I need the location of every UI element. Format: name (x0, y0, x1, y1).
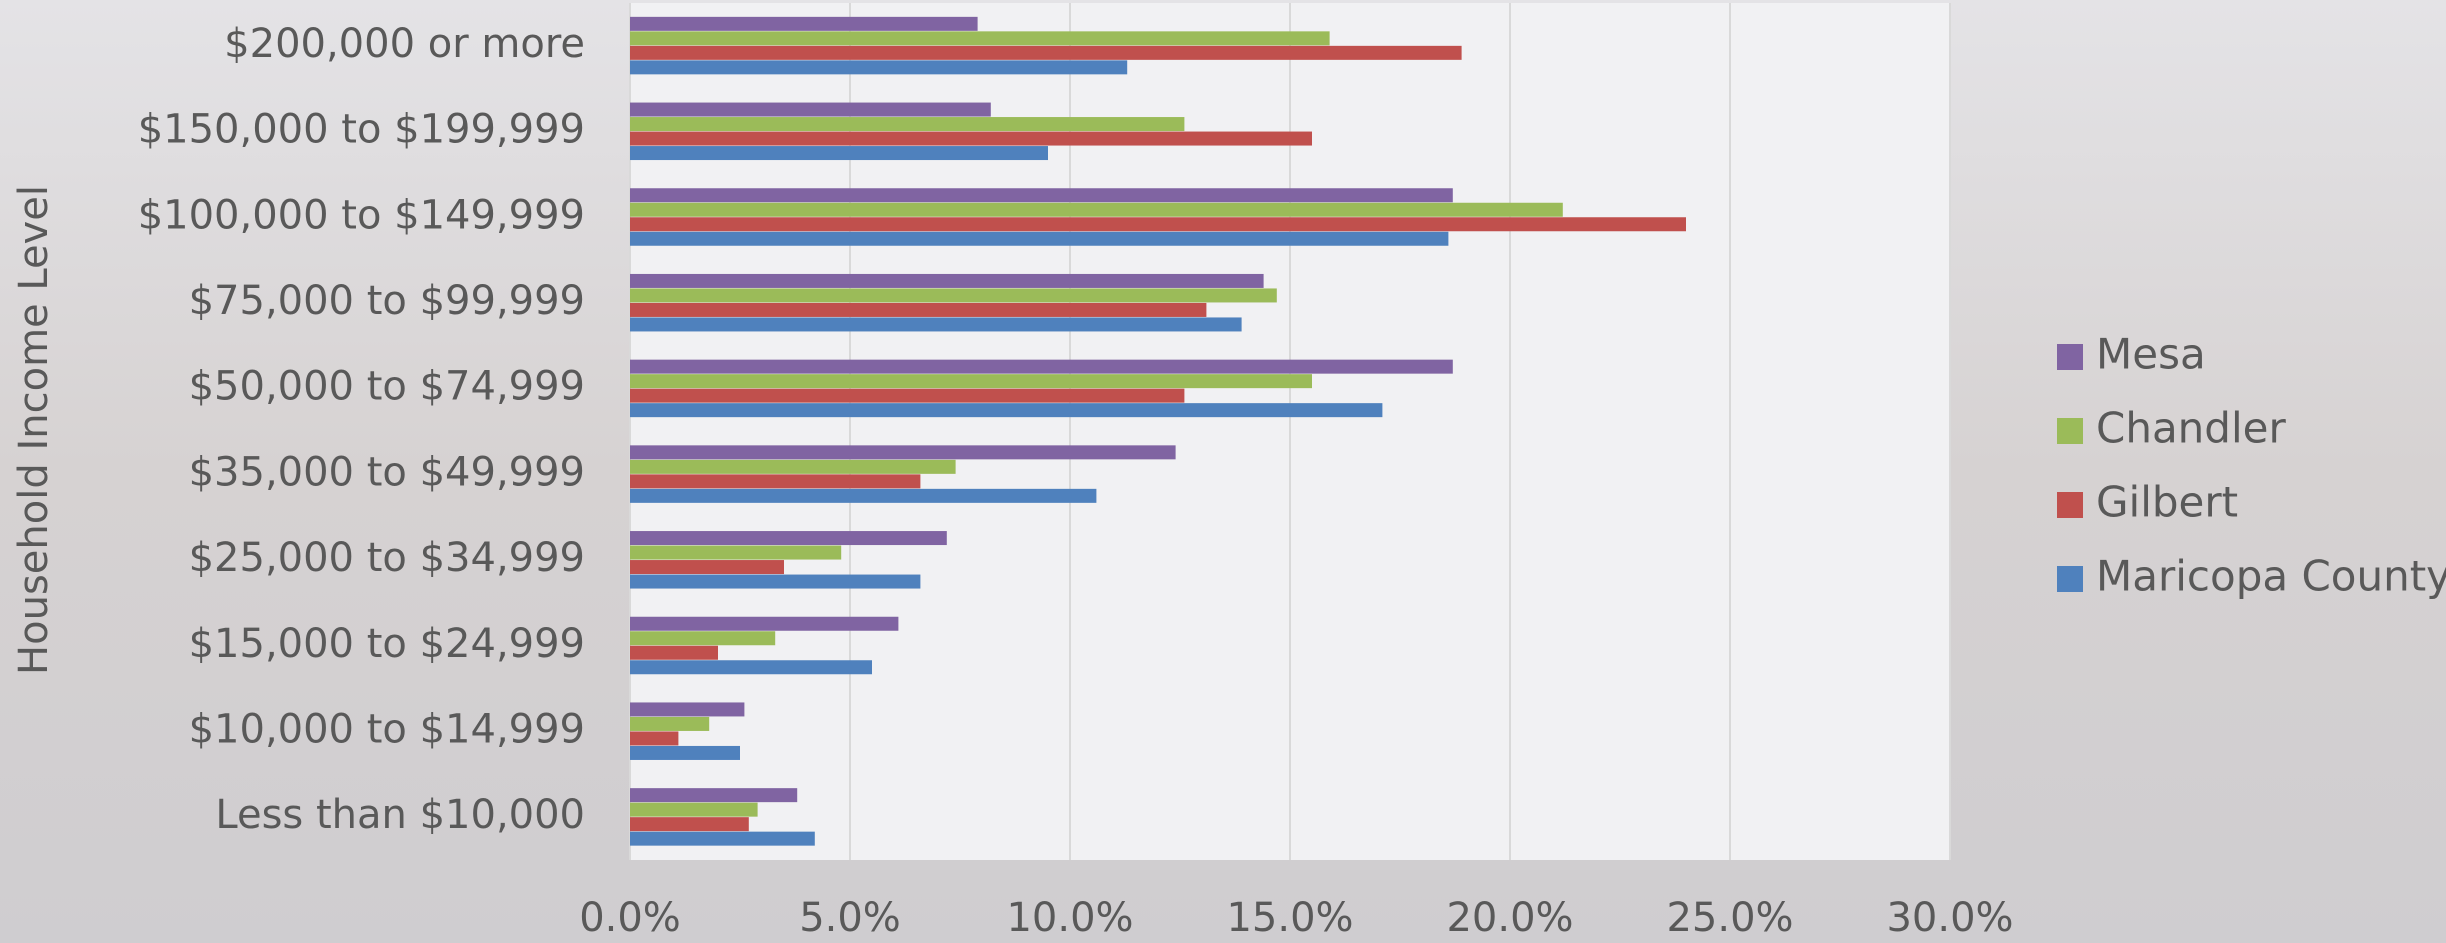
chart: Household Income Level 0.0% 5.0% 10.0% 15.0… (0, 0, 2446, 943)
x-tick-label: 25.0% (1666, 895, 1793, 941)
legend-label: Gilbert (2096, 478, 2238, 527)
bar (630, 31, 1330, 45)
bar (630, 803, 758, 817)
y-tick-label: $50,000 to $74,999 (189, 364, 585, 410)
bar (630, 146, 1048, 160)
y-tick-label: $25,000 to $34,999 (189, 535, 585, 581)
y-tick-label: $75,000 to $99,999 (189, 278, 585, 324)
bar (630, 788, 797, 802)
bar (630, 217, 1686, 231)
bar (630, 531, 947, 545)
bar (630, 546, 841, 560)
legend-swatch (2057, 344, 2083, 370)
bar (630, 46, 1462, 60)
y-tick-label: $150,000 to $199,999 (138, 107, 585, 153)
bar (630, 188, 1453, 202)
bar (630, 560, 784, 574)
legend-label: Mesa (2096, 330, 2206, 379)
y-tick-label: $15,000 to $24,999 (189, 621, 585, 667)
x-tick-label: 10.0% (1006, 895, 1133, 941)
bar (630, 360, 1453, 374)
bar (630, 274, 1264, 288)
bar (630, 389, 1184, 403)
x-tick-label: 5.0% (799, 895, 901, 941)
legend-label: Maricopa County (2096, 552, 2446, 601)
bar (630, 132, 1312, 146)
bar (630, 474, 920, 488)
bar (630, 817, 749, 831)
bar (630, 288, 1277, 302)
bar (630, 731, 678, 745)
bar (630, 832, 815, 846)
bar (630, 60, 1127, 74)
bar (630, 460, 956, 474)
legend-swatch (2057, 418, 2083, 444)
bar (630, 631, 775, 645)
bar (630, 303, 1206, 317)
bar (630, 660, 872, 674)
legend-swatch (2057, 492, 2083, 518)
bar (630, 646, 718, 660)
bar (630, 489, 1096, 503)
x-tick-label: 0.0% (579, 895, 681, 941)
bar (630, 232, 1448, 246)
y-tick-label: $100,000 to $149,999 (138, 192, 585, 238)
bar (630, 717, 709, 731)
page: Household Income Level 0.0% 5.0% 10.0% 15.0… (0, 0, 2446, 943)
x-tick-label: 20.0% (1446, 895, 1573, 941)
legend-swatch (2057, 566, 2083, 592)
bar (630, 403, 1382, 417)
bar (630, 203, 1563, 217)
bar (630, 575, 920, 589)
y-tick-label: Less than $10,000 (215, 792, 585, 838)
y-tick-label: $35,000 to $49,999 (189, 449, 585, 495)
bar (630, 374, 1312, 388)
x-tick-label: 15.0% (1226, 895, 1353, 941)
bar (630, 317, 1242, 331)
bar (630, 117, 1184, 131)
y-axis-title: Household Income Level (11, 185, 57, 675)
x-tick-label: 30.0% (1886, 895, 2013, 941)
bar (630, 617, 898, 631)
bar (630, 445, 1176, 459)
bar (630, 17, 978, 31)
bar (630, 103, 991, 117)
y-tick-label: $10,000 to $14,999 (189, 706, 585, 752)
y-tick-label: $200,000 or more (224, 21, 585, 67)
bar (630, 746, 740, 760)
bar (630, 702, 744, 716)
legend-label: Chandler (2096, 404, 2286, 453)
